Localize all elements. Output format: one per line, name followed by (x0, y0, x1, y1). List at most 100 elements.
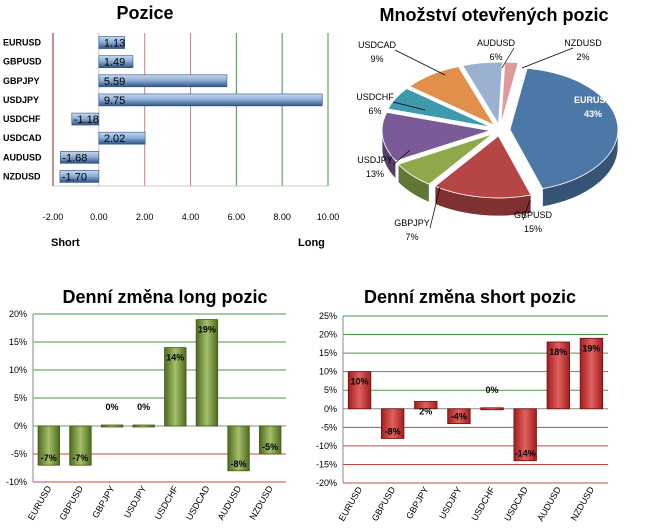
positions-chart: Pozice Short Long -2.00 0.00 2.00 4.00 6.00 8… (3, 3, 339, 249)
bar (513, 408, 537, 462)
data-label: 1.13 (104, 38, 125, 50)
pie-slice (509, 67, 619, 190)
category-label: GBPJPY (404, 485, 430, 521)
category-label: GBPUSD (3, 57, 42, 67)
bar (98, 36, 126, 49)
data-label: -1.68 (62, 152, 87, 164)
x-tick-label: 6.00 (228, 212, 246, 222)
pie-category-label: GBPJPY (394, 218, 430, 228)
positions-chart-title: Pozice (116, 3, 173, 23)
data-label: 10% (351, 377, 369, 387)
bar (71, 112, 100, 126)
data-label: 18% (549, 347, 567, 357)
pie-leader-line (429, 186, 441, 229)
data-label: 19% (198, 325, 216, 335)
long-change-chart: Denní změna long pozic -10% -5% 0% 5% 10% 15%… (6, 287, 286, 522)
open-positions-pie: Množství otevřených pozic EURUSD 43% GBPUS… (356, 5, 619, 242)
category-label: USDCAD (502, 485, 530, 523)
data-label: -14% (515, 449, 536, 459)
data-label: 0% (486, 385, 499, 395)
bar (37, 425, 60, 466)
bar (480, 407, 504, 411)
pie-leader-line (394, 49, 446, 76)
bar (98, 74, 228, 88)
bar (546, 341, 570, 410)
pie-chart-title: Množství otevřených pozic (379, 5, 608, 25)
y-tick-label: 5% (14, 393, 27, 403)
y-tick-label: 5% (324, 385, 337, 395)
category-label: USDCAD (3, 133, 42, 143)
category-label: USDJPY (437, 485, 463, 521)
pie-percent-label: 6% (368, 106, 381, 116)
x-tick-label: 4.00 (182, 212, 200, 222)
pie-leader-line (521, 47, 574, 69)
category-label: USDCAD (184, 484, 212, 522)
x-tick-label: 8.00 (273, 212, 291, 222)
y-tick-label: 0% (324, 404, 337, 414)
pie-slice (397, 133, 493, 185)
data-label: 5.59 (104, 76, 125, 88)
y-tick-label: -15% (316, 459, 337, 469)
data-label: -7% (41, 453, 57, 463)
category-label: GBPUSD (58, 484, 86, 522)
x-tick-label: -2.00 (43, 212, 64, 222)
pie-slice (500, 61, 519, 125)
y-tick-label: 0% (14, 421, 27, 431)
short-change-title: Denní změna short pozic (364, 287, 576, 307)
data-label: -1.18 (74, 114, 99, 126)
y-tick-label: 15% (9, 337, 27, 347)
data-label: -1.70 (62, 171, 87, 183)
data-label: 2% (419, 406, 432, 416)
data-label: 1.49 (104, 57, 125, 69)
category-label: USDJPY (3, 95, 39, 105)
data-label: 0% (137, 402, 150, 412)
pie-category-label: USDCHF (356, 92, 394, 102)
pie-percent-label: 9% (370, 54, 383, 64)
category-label: EURUSD (3, 38, 42, 48)
category-label: NZDUSD (248, 484, 276, 522)
category-label: EURUSD (337, 485, 365, 523)
y-tick-label: -10% (316, 441, 337, 451)
bar (60, 151, 100, 164)
y-tick-label: 25% (319, 311, 337, 321)
pie-leader-line (501, 47, 515, 69)
pie-category-label: AUDUSD (477, 38, 516, 48)
y-tick-label: -5% (11, 449, 27, 459)
bar (381, 408, 405, 439)
bar (164, 347, 187, 427)
category-label: GBPJPY (90, 484, 116, 520)
pie-category-label: USDCAD (358, 40, 397, 50)
long-change-title: Denní změna long pozic (62, 287, 267, 307)
data-label: -5% (262, 442, 278, 452)
data-label: -7% (72, 453, 88, 463)
category-label: NZDUSD (569, 485, 597, 523)
pie-percent-label: 2% (576, 52, 589, 62)
pie-percent-label: 43% (584, 109, 602, 119)
x-tick-label: 0.00 (90, 212, 108, 222)
x-tick-label: 2.00 (136, 212, 154, 222)
category-label: GBPJPY (3, 76, 40, 86)
pie-category-label: USDJPY (357, 155, 393, 165)
pie-leader-line (392, 149, 411, 166)
pie-leader-line (392, 101, 426, 111)
data-label: -8% (231, 459, 247, 469)
y-tick-label: 20% (9, 309, 27, 319)
bar (98, 55, 134, 68)
data-label: 9.75 (104, 95, 125, 107)
pie-slice (408, 66, 496, 127)
data-label: 14% (166, 353, 184, 363)
category-label: NZDUSD (3, 171, 41, 181)
short-label: Short (51, 237, 80, 249)
bar (259, 425, 282, 455)
data-label: -8% (385, 426, 401, 436)
data-label: 19% (582, 343, 600, 353)
data-label: 0% (106, 402, 119, 412)
pie-slice (387, 88, 492, 128)
category-label: AUDUSD (535, 485, 563, 523)
category-label: EURUSD (26, 484, 54, 522)
bar (69, 425, 92, 466)
y-tick-label: -5% (321, 422, 337, 432)
bar (227, 425, 250, 472)
long-label: Long (298, 237, 325, 249)
bar (195, 319, 219, 427)
